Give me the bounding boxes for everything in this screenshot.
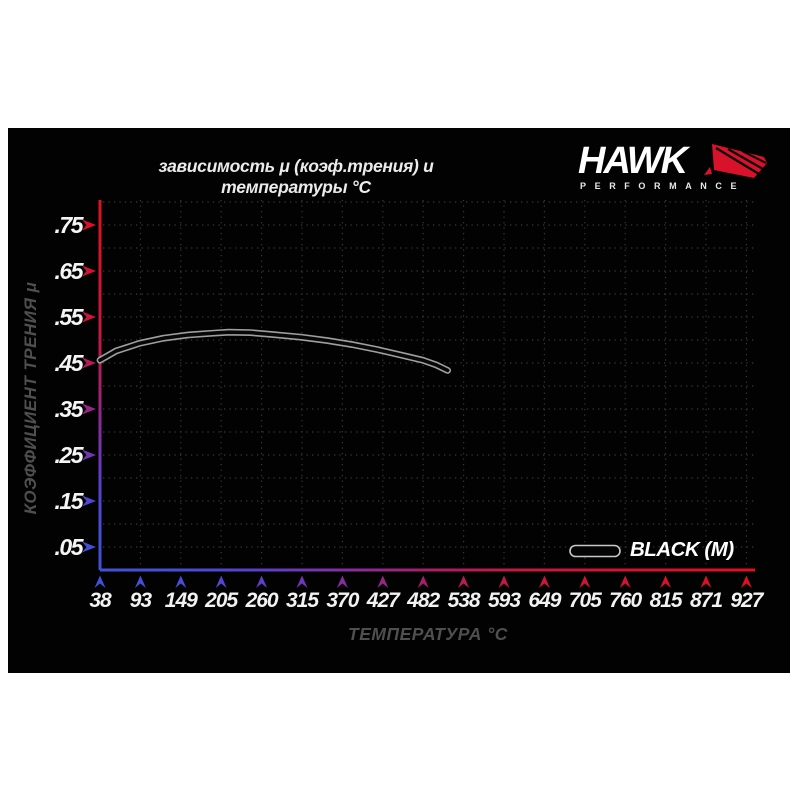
y-tick-label: .65 — [54, 258, 84, 284]
legend: BLACK (M) — [564, 537, 764, 567]
x-tick-arrow-icon — [700, 575, 712, 588]
y-tick-arrow-icon — [82, 495, 96, 507]
x-tick-arrow-icon — [538, 575, 550, 588]
x-tick-label: 538 — [447, 589, 481, 612]
y-tick-label: .05 — [54, 534, 84, 560]
y-tick-arrow-icon — [82, 265, 96, 277]
x-tick-arrow-icon — [215, 575, 227, 588]
x-tick-label: 705 — [568, 589, 602, 612]
black-m-line-swatch — [569, 544, 621, 558]
y-tick-arrow-icon — [82, 219, 96, 231]
chart-plot — [82, 200, 755, 588]
x-tick-arrow-icon — [377, 575, 389, 588]
y-tick-label: .15 — [54, 488, 84, 514]
x-tick-arrow-icon — [619, 575, 631, 588]
y-tick-arrow-icon — [82, 541, 96, 553]
x-tick-arrow-icon — [94, 575, 106, 588]
y-tick-label: .55 — [54, 304, 84, 330]
x-tick-label: 815 — [649, 589, 683, 612]
x-tick-arrow-icon — [579, 575, 591, 588]
x-tick-label: 370 — [326, 589, 359, 612]
x-tick-label: 93 — [129, 589, 152, 612]
x-tick-arrow-icon — [498, 575, 510, 588]
x-tick-arrow-icon — [175, 575, 187, 588]
y-tick-label: .45 — [54, 350, 84, 376]
y-tick-label: .35 — [54, 396, 84, 422]
hawk-logo-subtitle: PERFORMANCE — [580, 181, 746, 191]
y-tick-arrow-icon — [82, 357, 96, 369]
x-tick-arrow-icon — [134, 575, 146, 588]
y-tick-arrow-icon — [82, 403, 96, 415]
x-tick-label: 593 — [487, 589, 521, 612]
y-tick-label: .25 — [54, 442, 84, 468]
chart-panel: зависимость μ (коэф.трения) и температур… — [8, 128, 790, 673]
x-tick-arrows — [94, 575, 752, 588]
x-tick-arrow-icon — [458, 575, 470, 588]
grid-lines — [103, 200, 755, 568]
y-tick-arrow-icon — [82, 311, 96, 323]
x-tick-label: 649 — [528, 589, 561, 612]
hawk-logo-wordmark: HAWK — [578, 140, 688, 182]
x-tick-label: 149 — [164, 589, 198, 612]
hawk-logo: HAWK PERFORMANCE — [566, 140, 770, 196]
y-tick-arrows — [82, 219, 96, 553]
x-tick-label: 205 — [205, 589, 238, 612]
x-tick-arrow-icon — [660, 575, 672, 588]
x-tick-label: 927 — [730, 589, 763, 612]
x-tick-label: 260 — [245, 589, 279, 612]
x-tick-label: 871 — [689, 589, 723, 612]
x-tick-arrow-icon — [740, 575, 752, 588]
x-axis-line — [100, 568, 755, 572]
x-tick-label: 482 — [407, 589, 440, 612]
x-tick-arrow-icon — [417, 575, 429, 588]
x-axis-title: ТЕМПЕРАТУРА °C — [348, 624, 508, 644]
x-tick-label: 427 — [366, 589, 400, 612]
x-tick-label: 38 — [89, 589, 111, 612]
x-tick-arrow-icon — [256, 575, 268, 588]
y-tick-arrow-icon — [82, 449, 96, 461]
x-tick-arrow-icon — [296, 575, 308, 588]
hawk-wing-icon — [704, 144, 767, 178]
y-tick-label: .75 — [54, 212, 84, 238]
y-axis-line — [98, 200, 102, 570]
curve-core — [98, 330, 450, 373]
curve-outline — [96, 328, 452, 374]
chart-title: зависимость μ (коэф.трения) и температур… — [158, 156, 434, 197]
x-tick-label: 315 — [285, 589, 319, 612]
curve-black-m — [96, 328, 452, 374]
x-tick-arrow-icon — [336, 575, 348, 588]
legend-label: BLACK (M) — [630, 538, 734, 561]
x-tick-label: 760 — [609, 589, 642, 612]
